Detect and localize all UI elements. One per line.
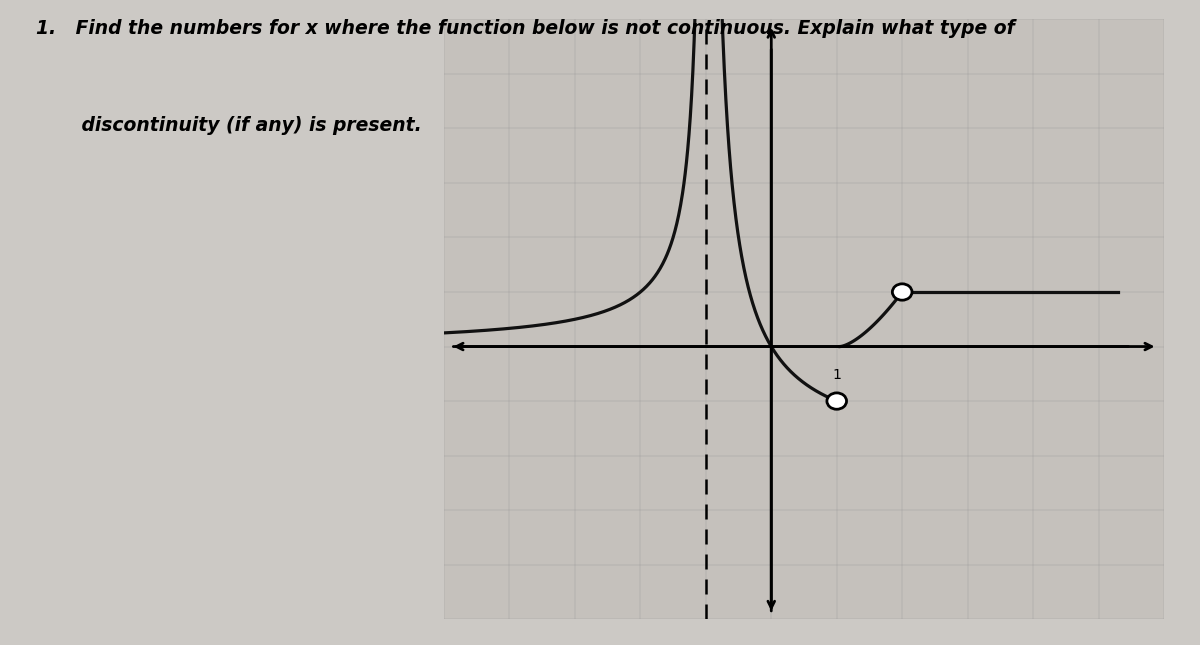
Circle shape	[827, 393, 846, 409]
Text: 1: 1	[833, 368, 841, 382]
Text: 1.   Find the numbers for x where the function below is not continuous. Explain : 1. Find the numbers for x where the func…	[36, 19, 1015, 38]
Circle shape	[893, 284, 912, 300]
Text: discontinuity (if any) is present.: discontinuity (if any) is present.	[36, 116, 421, 135]
